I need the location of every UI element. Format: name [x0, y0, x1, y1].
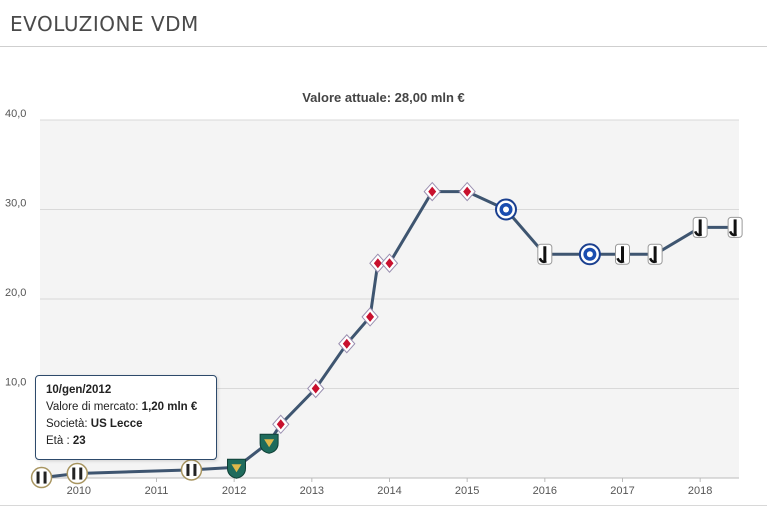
stripe-icon — [79, 467, 83, 480]
j-stroke — [733, 219, 737, 236]
data-point-lecce — [226, 458, 246, 479]
x-tick-label: 2010 — [67, 485, 91, 497]
crest-center — [503, 206, 509, 213]
data-point-fiorentina — [272, 414, 290, 435]
section-title: EVOLUZIONE VDM — [10, 12, 199, 36]
j-stroke — [698, 219, 702, 236]
stripe-icon — [36, 471, 40, 484]
y-tick-label: 20,0 — [5, 287, 26, 299]
udinese-crest-icon — [66, 462, 89, 485]
tooltip-age: 23 — [72, 435, 86, 447]
title-divider — [0, 46, 767, 47]
stripe-icon — [72, 467, 76, 480]
data-point-juventus — [692, 216, 708, 238]
lily-icon — [385, 258, 394, 269]
y-tick-label: 10,0 — [5, 377, 26, 389]
j-hook — [616, 257, 625, 264]
j-stroke — [621, 246, 624, 263]
lily-icon — [373, 258, 382, 269]
stripe-icon — [193, 463, 197, 476]
chart-title: Valore attuale: 28,00 mln € — [302, 90, 465, 105]
data-point-fiorentina — [458, 181, 476, 202]
data-point-juventus — [647, 243, 663, 265]
tooltip-value-row: Valore di mercato: 1,20 mln € — [46, 399, 206, 416]
lily-icon — [276, 419, 285, 430]
lily-icon — [366, 311, 375, 322]
x-tick-label: 2014 — [377, 485, 401, 497]
x-tick-label: 2015 — [455, 485, 479, 497]
tooltip-age-label: Età : — [46, 435, 70, 447]
data-point-fiorentina — [369, 253, 387, 273]
wolf-icon — [264, 439, 275, 448]
crest-center — [586, 251, 593, 258]
tooltip-age-row: Età : 23 — [46, 433, 206, 450]
data-point-lecce — [259, 433, 279, 454]
data-point-juventus — [537, 243, 553, 265]
tooltip-club-row: Società: US Lecce — [46, 416, 206, 433]
tooltip-value: 1,20 mln € — [141, 401, 198, 413]
data-point-fiorentina — [338, 333, 356, 354]
data-point-fiorentina — [380, 253, 399, 273]
j-hook — [648, 257, 658, 264]
data-point-udinese — [180, 459, 203, 481]
data-point-fiorentina — [423, 181, 441, 202]
y-tick-label: 40,0 — [5, 108, 26, 120]
data-point-chelsea — [578, 243, 601, 266]
data-point-chelsea — [495, 198, 517, 221]
j-hook — [538, 257, 547, 264]
data-point-fiorentina — [307, 378, 325, 399]
lily-icon — [463, 186, 472, 197]
j-stroke — [543, 246, 547, 263]
tooltip-club-label: Società: — [46, 418, 88, 430]
lily-icon — [428, 186, 437, 197]
x-tick-label: 2016 — [533, 485, 557, 497]
x-tick-label: 2011 — [145, 485, 169, 497]
lily-icon — [311, 383, 320, 394]
data-point-fiorentina — [361, 307, 379, 327]
chart-tooltip: 10/gen/2012 Valore di mercato: 1,20 mln … — [35, 375, 217, 460]
tooltip-club: US Lecce — [90, 418, 143, 430]
x-tick-label: 2012 — [222, 485, 246, 497]
x-tick-label: 2018 — [688, 485, 712, 497]
x-tick-label: 2013 — [300, 485, 324, 497]
data-point-juventus — [615, 243, 630, 265]
tooltip-date: 10/gen/2012 — [46, 384, 112, 396]
lily-icon — [342, 338, 351, 349]
bottom-divider — [0, 505, 767, 506]
udinese-crest-icon — [30, 466, 53, 489]
data-point-udinese — [30, 466, 53, 489]
x-tick-label: 2017 — [610, 485, 634, 497]
j-hook — [694, 230, 703, 237]
j-hook — [728, 230, 738, 237]
stripe-icon — [186, 463, 190, 476]
data-point-udinese — [66, 462, 89, 485]
data-point-juventus — [727, 216, 743, 238]
udinese-crest-icon — [180, 459, 203, 481]
y-tick-label: 30,0 — [5, 198, 26, 210]
wolf-icon — [231, 464, 242, 473]
tooltip-value-label: Valore di mercato: — [46, 401, 139, 413]
j-stroke — [653, 246, 657, 263]
stripe-icon — [43, 471, 47, 484]
